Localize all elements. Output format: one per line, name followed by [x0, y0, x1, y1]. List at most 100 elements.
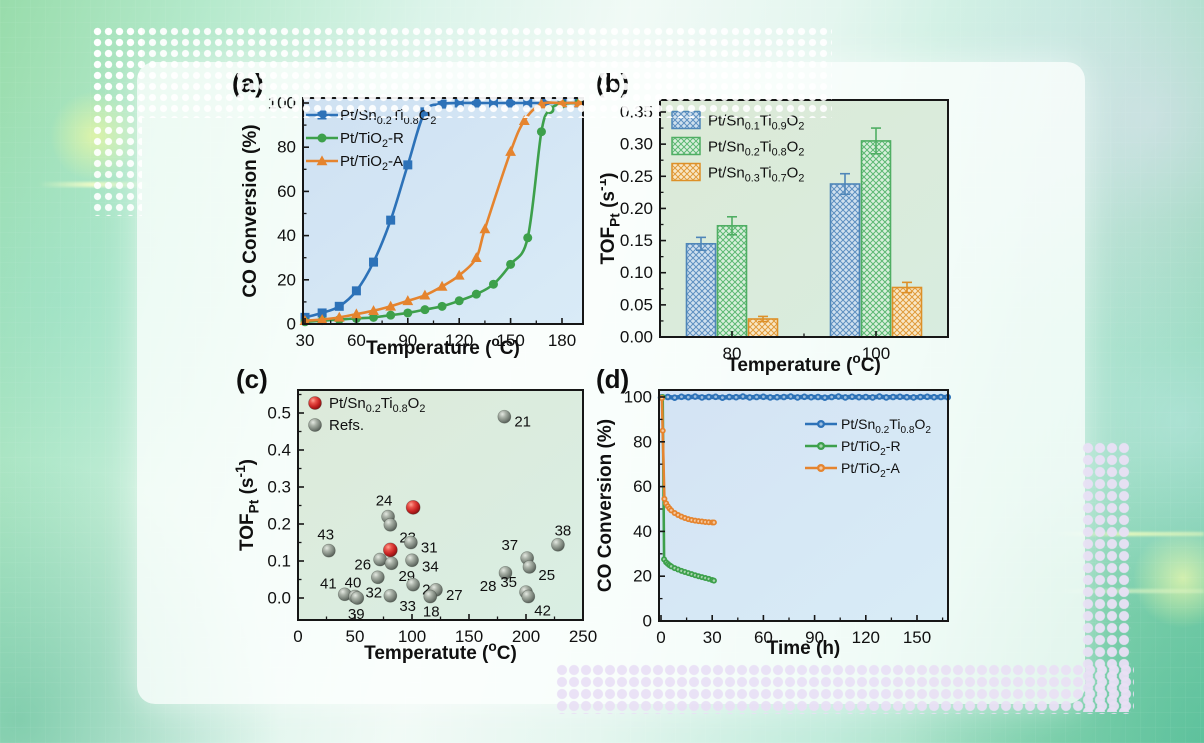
svg-text:80: 80: [723, 344, 742, 363]
svg-text:0.35: 0.35: [620, 103, 653, 122]
svg-text:TOFPt (s-1): TOFPt (s-1): [235, 459, 261, 551]
svg-text:0.0: 0.0: [267, 589, 291, 608]
series-d-0: [657, 393, 952, 401]
bar-series-2: [747, 281, 923, 338]
axes: 30 60 90 120 150 180 0 20 40 60 80 100 Temperature (…: [240, 94, 576, 360]
svg-text:60: 60: [347, 331, 366, 350]
svg-text:0.3: 0.3: [267, 478, 291, 497]
chart-svg-d: 0 30 60 90 120 150 0 20 40 60 80 100 Time (h) CO Conv…: [595, 388, 952, 659]
svg-text:26: 26: [354, 557, 371, 574]
svg-text:150: 150: [455, 627, 483, 646]
svg-text:40: 40: [345, 575, 362, 592]
svg-text:21: 21: [514, 414, 531, 431]
svg-text:Pt/Sn0.2Ti0.8O2: Pt/Sn0.2Ti0.8O2: [841, 416, 931, 436]
svg-text:Pt/Sn0.2Ti0.8O2: Pt/Sn0.2Ti0.8O2: [329, 395, 425, 415]
svg-text:Temperature (oC): Temperature (oC): [366, 334, 520, 359]
legend: Pt/Sn0.2Ti0.8O2 Refs.: [308, 395, 425, 434]
svg-text:43: 43: [317, 527, 334, 544]
svg-text:90: 90: [398, 331, 417, 350]
svg-text:Pt/TiO2-R: Pt/TiO2-R: [841, 438, 901, 458]
svg-text:80: 80: [633, 432, 652, 451]
figure-panel: (a) (b) (c) (d) 30 60 90 120 150 180 0 20 40 60 80…: [137, 62, 1085, 704]
svg-text:200: 200: [512, 627, 540, 646]
svg-text:24: 24: [376, 493, 393, 510]
svg-text:50: 50: [346, 627, 365, 646]
panel-label-d: (d): [596, 364, 630, 394]
axes: 0 50 100 150 200 250 0.0 0.1 0.2 0.3 0.4 0.5 Tempera…: [233, 393, 597, 664]
svg-text:60: 60: [754, 628, 773, 647]
svg-text:0: 0: [287, 315, 296, 334]
svg-text:30: 30: [296, 331, 315, 350]
svg-text:0: 0: [656, 628, 665, 647]
svg-text:0.20: 0.20: [620, 199, 653, 218]
svg-text:40: 40: [633, 522, 652, 541]
svg-text:0: 0: [293, 627, 302, 646]
svg-text:120: 120: [445, 331, 473, 350]
light-streak: [38, 182, 150, 187]
scatter-series-gray: 2124233143382629343725283220274140393318…: [317, 409, 572, 623]
svg-text:28: 28: [480, 578, 497, 595]
svg-text:0.25: 0.25: [620, 167, 653, 186]
svg-text:100: 100: [398, 627, 426, 646]
halftone-dots-right: [1082, 442, 1131, 712]
svg-text:0.4: 0.4: [267, 441, 291, 460]
svg-text:Temperature (oC): Temperature (oC): [727, 351, 881, 375]
svg-text:Pt/Sn0.3Ti0.7O2: Pt/Sn0.3Ti0.7O2: [708, 165, 804, 185]
svg-text:27: 27: [446, 587, 463, 604]
svg-text:Time (h): Time (h): [767, 638, 841, 659]
svg-text:60: 60: [277, 182, 296, 201]
svg-text:150: 150: [496, 331, 524, 350]
svg-text:32: 32: [365, 584, 382, 601]
svg-text:20: 20: [277, 270, 296, 289]
svg-text:100: 100: [862, 344, 890, 363]
svg-text:Pt/Sn0.2Ti0.8O2: Pt/Sn0.2Ti0.8O2: [708, 139, 804, 159]
svg-text:180: 180: [548, 331, 576, 350]
chart-a-co-conversion-vs-temperature: 30 60 90 120 150 180 0 20 40 60 80 100 Temperature (…: [240, 75, 600, 360]
svg-text:60: 60: [633, 477, 652, 496]
svg-text:250: 250: [569, 627, 597, 646]
svg-text:20: 20: [633, 567, 652, 586]
bar-series-1: [716, 127, 892, 338]
svg-text:41: 41: [320, 575, 337, 592]
svg-text:Pt/TiO2-A: Pt/TiO2-A: [340, 153, 403, 173]
svg-text:33: 33: [399, 598, 416, 615]
halftone-dots-top-left: [92, 26, 142, 216]
svg-text:38: 38: [555, 523, 572, 540]
svg-text:CO Conversion (%): CO Conversion (%): [595, 419, 616, 592]
svg-text:0.5: 0.5: [267, 404, 291, 423]
svg-text:31: 31: [421, 540, 438, 557]
svg-text:90: 90: [805, 628, 824, 647]
svg-text:0: 0: [643, 612, 652, 631]
svg-text:Temperatute (oC): Temperatute (oC): [364, 639, 517, 664]
series-d-2: [658, 395, 717, 526]
svg-text:40: 40: [277, 226, 296, 245]
svg-text:0.10: 0.10: [620, 263, 653, 282]
panel-label-c: (c): [236, 364, 268, 394]
svg-text:30: 30: [703, 628, 722, 647]
svg-text:TOFPt (s-1): TOFPt (s-1): [600, 172, 622, 264]
panel-label-b: (b): [596, 68, 630, 98]
svg-text:80: 80: [277, 138, 296, 157]
svg-text:0.05: 0.05: [620, 295, 653, 314]
chart-svg-c: 2124233143382629343725283220274140393318…: [233, 389, 597, 664]
svg-text:0.30: 0.30: [620, 135, 653, 154]
svg-text:CO Conversion (%): CO Conversion (%): [240, 124, 261, 297]
axes: 0 30 60 90 120 150 0 20 40 60 80 100 Time (h) CO Conv…: [595, 388, 944, 659]
series-d-1: [659, 394, 717, 584]
svg-text:Pt/TiO2-R: Pt/TiO2-R: [340, 130, 404, 150]
svg-text:42: 42: [534, 603, 551, 620]
svg-text:100: 100: [268, 94, 296, 113]
chart-svg-b: 80 100 0.00 0.05 0.10 0.15 0.20 0.25 0.30 0.35 Tem…: [594, 99, 949, 376]
svg-text:18: 18: [423, 604, 440, 621]
chart-d-stability-vs-time: 0 30 60 90 120 150 0 20 40 60 80 100 Time (h) CO Conv…: [595, 370, 960, 660]
chart-svg-a: 30 60 90 120 150 180 0 20 40 60 80 100 Temperature (…: [240, 94, 585, 360]
svg-text:Pt/TiO2-A: Pt/TiO2-A: [841, 460, 900, 480]
svg-text:39: 39: [348, 606, 365, 623]
panel-label-a: (a): [232, 68, 264, 98]
axes: 80 100 0.00 0.05 0.10 0.15 0.20 0.25 0.30 0.35 Tem…: [594, 103, 949, 376]
svg-text:34: 34: [422, 558, 439, 575]
chart-b-tof-bar-chart: 80 100 0.00 0.05 0.10 0.15 0.20 0.25 0.30 0.35 Tem…: [594, 75, 960, 376]
svg-text:37: 37: [501, 537, 518, 554]
